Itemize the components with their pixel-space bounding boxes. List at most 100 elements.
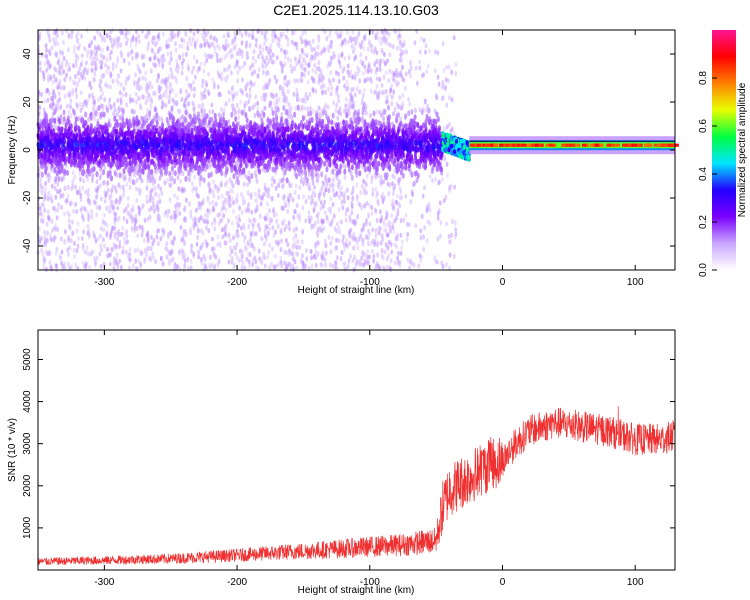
spectrogram-point: [243, 238, 246, 244]
spectrogram-point: [78, 101, 82, 107]
spectrogram-point: [398, 57, 402, 63]
spectrogram-point: [272, 264, 276, 270]
spectrogram-point: [338, 30, 342, 36]
spectrogram-point: [441, 79, 445, 86]
spectrogram-point: [311, 67, 315, 73]
spectrogram-point: [331, 201, 335, 208]
spectrogram-point: [98, 183, 102, 189]
spectrogram-point: [454, 61, 458, 68]
spectrogram-point: [376, 76, 379, 82]
spectrogram-point: [103, 164, 107, 170]
spectrogram-point: [277, 42, 281, 48]
spectrogram-point: [240, 40, 244, 46]
spectrogram-point: [428, 220, 432, 227]
spectrogram-point: [361, 92, 365, 98]
spectrogram-point: [119, 115, 122, 121]
spectrogram-point: [131, 35, 135, 41]
spectrogram-point: [350, 87, 354, 93]
spectrogram-point: [230, 256, 234, 262]
spectrogram-point: [77, 70, 80, 76]
spectrogram-point: [362, 187, 366, 193]
spectrogram-point: [124, 249, 128, 255]
spectrogram-point: [293, 41, 297, 47]
spectrogram-point: [150, 98, 154, 105]
spectrogram-point: [149, 68, 153, 74]
spectrogram-point: [398, 28, 401, 34]
spectrogram-point: [69, 264, 73, 270]
spectrogram-point: [380, 253, 384, 259]
spectrogram-point: [346, 263, 350, 269]
spectrogram-point: [173, 193, 177, 199]
spectrogram-point: [117, 106, 121, 112]
spectrogram-point: [218, 242, 222, 249]
spectrogram-point: [389, 240, 393, 247]
spectrogram-point: [287, 102, 291, 108]
spectrogram-point: [99, 233, 102, 239]
spectrogram-point: [83, 249, 87, 255]
spectrogram-point: [221, 233, 225, 240]
spectrogram-point: [86, 49, 90, 55]
spectrogram-point: [333, 265, 337, 271]
spectrogram-point: [249, 218, 252, 225]
spectrogram-point: [137, 95, 140, 101]
spectrogram-point: [281, 91, 285, 97]
spectrogram-point: [232, 45, 236, 51]
spectrogram-point: [230, 189, 234, 195]
spectrogram-point: [392, 110, 395, 117]
spectrogram-point: [265, 61, 269, 67]
spectrogram-point: [396, 255, 399, 261]
spectrogram-point: [414, 107, 417, 113]
spectrogram-point: [121, 92, 125, 98]
spectrogram-point: [130, 226, 134, 232]
spectrogram-point: [189, 258, 193, 265]
spectrogram-point: [175, 63, 179, 69]
spectrogram-point: [337, 57, 341, 63]
spectrogram-point: [338, 64, 342, 70]
spectrogram-point: [308, 105, 312, 112]
spectrogram-point: [200, 95, 204, 102]
spectrogram-point: [240, 253, 244, 259]
spectrogram-point: [450, 126, 454, 132]
spectrogram-point: [45, 221, 49, 227]
spectrogram-point: [250, 209, 254, 215]
spectrogram-point: [450, 232, 453, 238]
spectrogram-point: [214, 201, 218, 207]
spectrogram-point: [279, 246, 283, 253]
spectrogram-point: [115, 77, 119, 84]
spectrogram-point: [380, 194, 384, 200]
spectrogram-point: [371, 227, 375, 233]
spectrogram-point: [65, 59, 69, 65]
spectrogram-point: [358, 261, 362, 267]
spectrogram-point: [201, 230, 205, 236]
spectrogram-point: [161, 261, 165, 267]
spectrogram-point: [222, 205, 226, 211]
spectrogram-point: [374, 69, 378, 75]
spectrogram-point: [452, 253, 456, 259]
spectrogram-point: [204, 32, 208, 38]
spectrogram-point: [355, 182, 359, 188]
spectrogram-point: [68, 223, 71, 229]
spectrogram-point: [433, 108, 437, 114]
spectrogram-point: [56, 226, 60, 233]
spectrogram-point: [69, 98, 73, 104]
spectrogram-point: [445, 102, 449, 108]
spectrogram-point: [90, 67, 94, 73]
spectrogram-point: [172, 99, 176, 105]
spectrogram-point: [38, 206, 42, 212]
spectrogram-point: [125, 181, 129, 188]
spectrogram-point: [384, 88, 388, 95]
spectrogram-point: [420, 213, 424, 220]
spectrogram-point: [349, 104, 353, 110]
spectrogram-point: [46, 58, 49, 64]
spectrogram-point: [55, 27, 59, 34]
spectrogram-point: [68, 245, 72, 251]
spectrogram-point: [359, 58, 363, 64]
spectrogram-point: [79, 176, 82, 182]
spectrogram-point: [353, 75, 357, 81]
spectrogram-point: [303, 72, 306, 78]
spectrogram-point: [302, 194, 305, 200]
spectrogram-point: [147, 92, 151, 98]
spectrogram-point: [453, 234, 457, 240]
spectrogram-point: [93, 77, 96, 83]
spectrogram-point: [133, 217, 137, 223]
